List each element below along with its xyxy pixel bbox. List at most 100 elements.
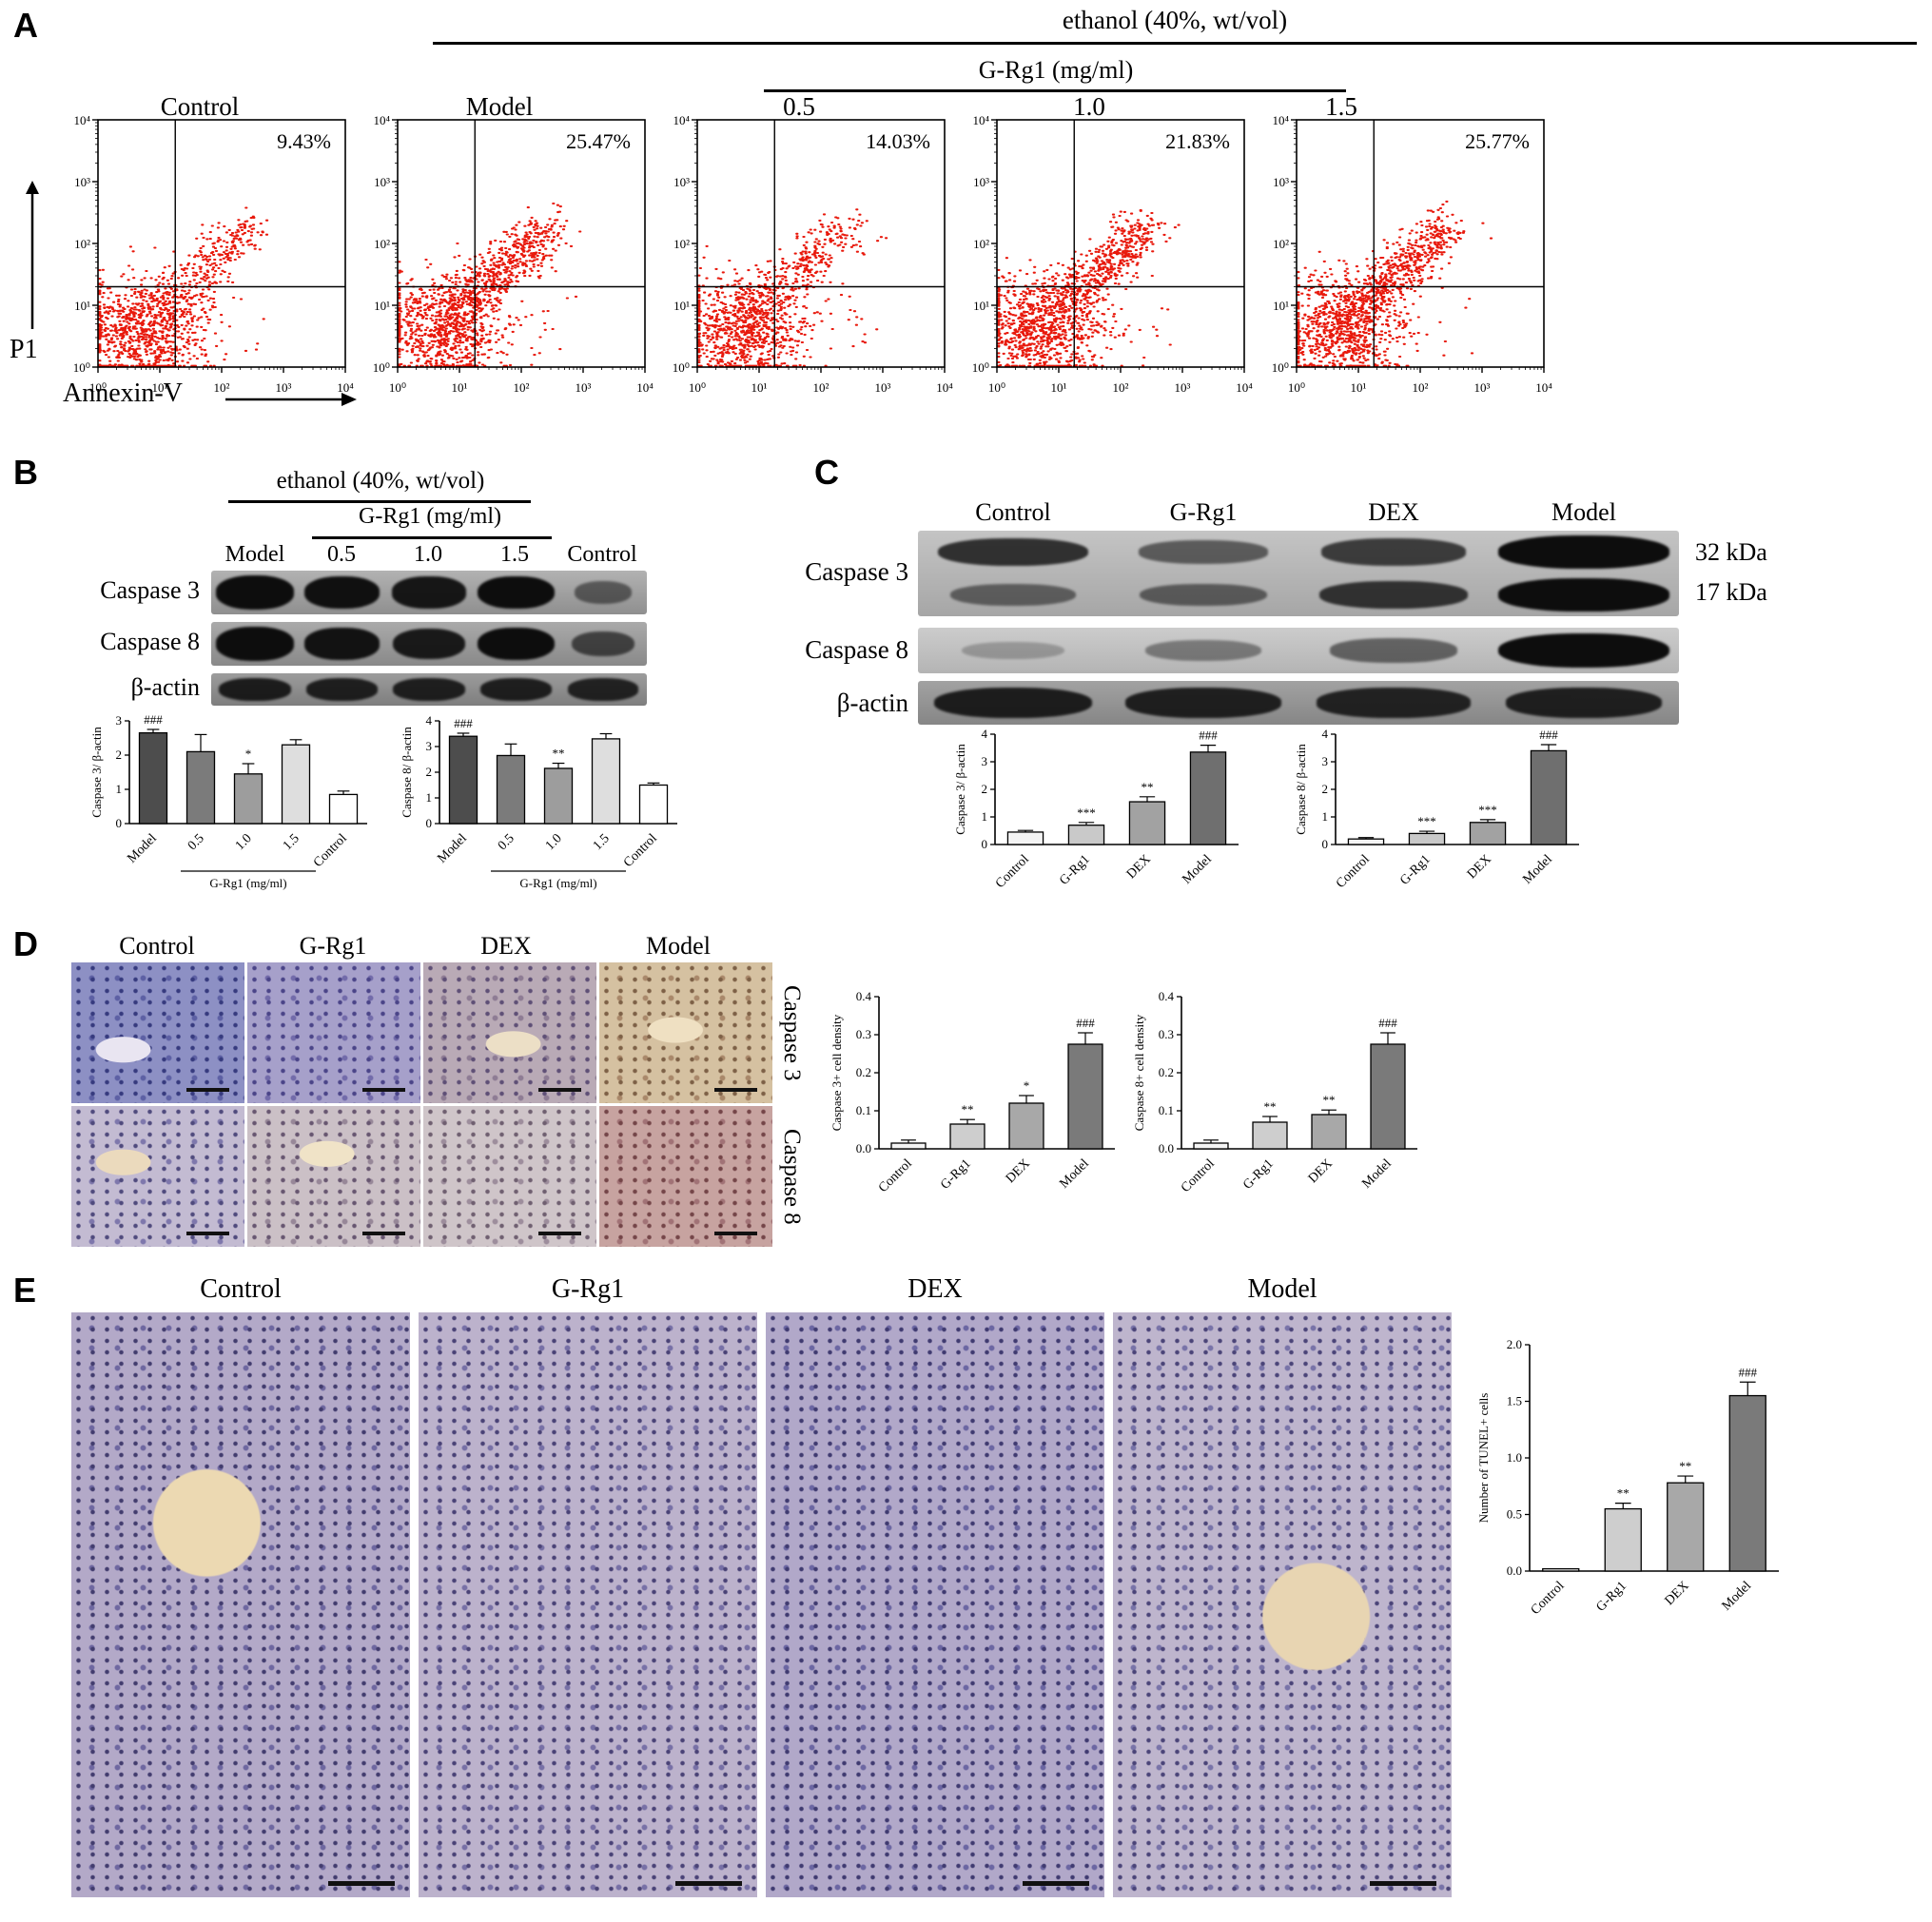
svg-text:10²: 10² <box>1273 237 1289 251</box>
svg-text:Control: Control <box>1334 852 1373 891</box>
svg-text:**: ** <box>1617 1486 1630 1501</box>
blot-lane-label: 0.5 <box>327 542 356 567</box>
flow-title-control: Control <box>160 92 240 121</box>
flow-plot-grg1-0-5: 10⁰ 10⁰ 10¹ 10¹ 10² 10² 10³ 10³ 10⁴ 10⁴ <box>673 113 953 395</box>
svg-text:***: *** <box>1478 803 1497 817</box>
svg-text:Model: Model <box>125 831 160 866</box>
column-label-grg1: G-Rg1 <box>551 1274 625 1304</box>
bar-chart-e-tunel: 0.0 0.5 1.0 1.5 2.0 Number of TUNEL+ cells Con… <box>1476 1337 1779 1618</box>
blot-lane-label: Control <box>975 498 1051 526</box>
column-label-dex: DEX <box>907 1274 963 1304</box>
svg-text:10⁰: 10⁰ <box>673 360 690 375</box>
bar-chart-c-caspase3: 0 1 2 3 4 Caspase 3/ β-actin Control *** G-Rg1 **… <box>953 727 1239 891</box>
svg-text:0.0: 0.0 <box>1507 1563 1522 1578</box>
apoptosis-percentage: 14.03% <box>866 129 930 153</box>
flow-title-dose-1-0: 1.0 <box>1073 92 1105 121</box>
tunel-image-grg1 <box>419 1312 757 1897</box>
bar-chart-d-caspase8-density: 0.0 0.1 0.2 0.3 0.4 Caspase 8+ cell density Co… <box>1132 989 1417 1195</box>
annexin-axis-arrow-icon <box>225 393 357 406</box>
blot-row-label-caspase3: Caspase 3 <box>805 557 908 586</box>
svg-text:10⁴: 10⁴ <box>73 113 90 127</box>
svg-text:Caspase 8/ β-actin: Caspase 8/ β-actin <box>400 727 414 818</box>
western-blot-bactin <box>211 673 647 706</box>
blot-row-label-caspase8: Caspase 8 <box>805 635 908 664</box>
svg-text:***: *** <box>1077 806 1096 820</box>
panel-b-ethanol-line <box>228 500 531 503</box>
svg-text:1.5: 1.5 <box>591 831 613 853</box>
svg-text:10²: 10² <box>813 380 829 395</box>
scale-bar <box>1370 1881 1436 1886</box>
svg-text:2: 2 <box>426 765 433 779</box>
scale-bar <box>714 1232 757 1235</box>
blot-lane-label: G-Rg1 <box>1169 498 1238 526</box>
svg-text:Model: Model <box>435 831 470 866</box>
svg-text:DEX: DEX <box>1124 852 1154 882</box>
ihc-image-caspase3-control <box>71 962 244 1103</box>
svg-text:G-Rg1: G-Rg1 <box>938 1156 974 1193</box>
svg-text:10³: 10³ <box>1474 380 1491 395</box>
scale-bar <box>328 1881 395 1886</box>
svg-text:**: ** <box>962 1102 974 1116</box>
svg-text:Caspase 3/ β-actin: Caspase 3/ β-actin <box>953 744 967 835</box>
svg-text:10²: 10² <box>214 380 230 395</box>
svg-text:**: ** <box>1323 1093 1336 1107</box>
svg-text:G-Rg1: G-Rg1 <box>1057 852 1093 888</box>
kda-label-17: 17 kDa <box>1695 578 1767 606</box>
svg-text:10¹: 10¹ <box>973 299 989 313</box>
flow-x-axis-label: Annexin-V <box>63 379 183 408</box>
svg-text:1: 1 <box>1322 809 1329 824</box>
panel-a-grg1-header: G-Rg1 (mg/ml) <box>978 56 1134 84</box>
svg-text:###: ### <box>1739 1365 1758 1379</box>
bar-chart-d-caspase3-density: 0.0 0.1 0.2 0.3 0.4 Caspase 3+ cell density Co… <box>829 989 1115 1195</box>
svg-text:0.5: 0.5 <box>496 831 517 853</box>
svg-text:Control: Control <box>993 852 1032 891</box>
svg-text:10³: 10³ <box>374 175 390 189</box>
svg-text:0.0: 0.0 <box>1159 1141 1174 1155</box>
blot-lane-label: Model <box>1551 498 1616 526</box>
svg-text:4: 4 <box>982 727 988 741</box>
scale-bar <box>714 1088 757 1092</box>
svg-text:10²: 10² <box>973 237 989 251</box>
svg-text:0: 0 <box>982 837 988 851</box>
flow-title-model: Model <box>465 92 534 121</box>
svg-text:10⁴: 10⁴ <box>673 113 690 127</box>
svg-text:10⁰: 10⁰ <box>389 380 406 395</box>
svg-text:0: 0 <box>426 816 433 830</box>
bar-chart-c-caspase8: 0 1 2 3 4 Caspase 8/ β-actin Control *** G-Rg1 **… <box>1294 727 1579 891</box>
svg-text:0: 0 <box>1322 837 1329 851</box>
svg-text:10²: 10² <box>1113 380 1129 395</box>
scale-bar <box>362 1088 405 1092</box>
svg-text:0.2: 0.2 <box>856 1065 871 1079</box>
bar-chart-b-caspase8: 0 1 2 3 4 Caspase 8/ β-actin ### Model 0.5 ** 1.0 1… <box>400 713 677 890</box>
svg-text:10²: 10² <box>514 380 530 395</box>
flow-plot-control: 10⁰ 10⁰ 10¹ 10¹ 10² 10² 10³ 10³ 10⁴ 10⁴ <box>73 113 354 395</box>
panel-d-label: D <box>13 924 38 963</box>
western-blot-caspase3 <box>918 531 1679 616</box>
svg-text:1.5: 1.5 <box>281 831 302 853</box>
panel-a-grg1-line <box>764 89 1346 92</box>
western-blot-caspase8 <box>211 622 647 666</box>
svg-text:1.0: 1.0 <box>233 831 255 853</box>
svg-text:10¹: 10¹ <box>751 380 768 395</box>
svg-text:2: 2 <box>116 747 123 762</box>
scale-bar <box>538 1232 581 1235</box>
svg-text:10¹: 10¹ <box>452 380 468 395</box>
svg-text:10⁴: 10⁴ <box>1535 380 1552 395</box>
panel-a-ethanol-line <box>433 42 1917 45</box>
blot-lane-label: Control <box>567 542 637 567</box>
svg-text:0.5: 0.5 <box>1507 1507 1522 1522</box>
apoptosis-percentage: 25.77% <box>1465 129 1530 153</box>
blot-row-label-bactin: β-actin <box>836 689 908 717</box>
svg-text:G-Rg1: G-Rg1 <box>1397 852 1434 888</box>
svg-text:DEX: DEX <box>1306 1156 1336 1186</box>
svg-text:10⁴: 10⁴ <box>636 380 654 395</box>
ihc-row-label-caspase3: Caspase 3 <box>779 984 805 1081</box>
svg-text:4: 4 <box>426 713 433 728</box>
svg-text:0.4: 0.4 <box>856 989 872 1003</box>
panel-a-label: A <box>13 6 38 45</box>
column-label-control: Control <box>119 932 195 960</box>
svg-text:Caspase 3+ cell density: Caspase 3+ cell density <box>829 1014 844 1131</box>
svg-text:Model: Model <box>1520 852 1555 887</box>
svg-text:DEX: DEX <box>1004 1156 1033 1186</box>
svg-text:0.5: 0.5 <box>185 831 207 853</box>
